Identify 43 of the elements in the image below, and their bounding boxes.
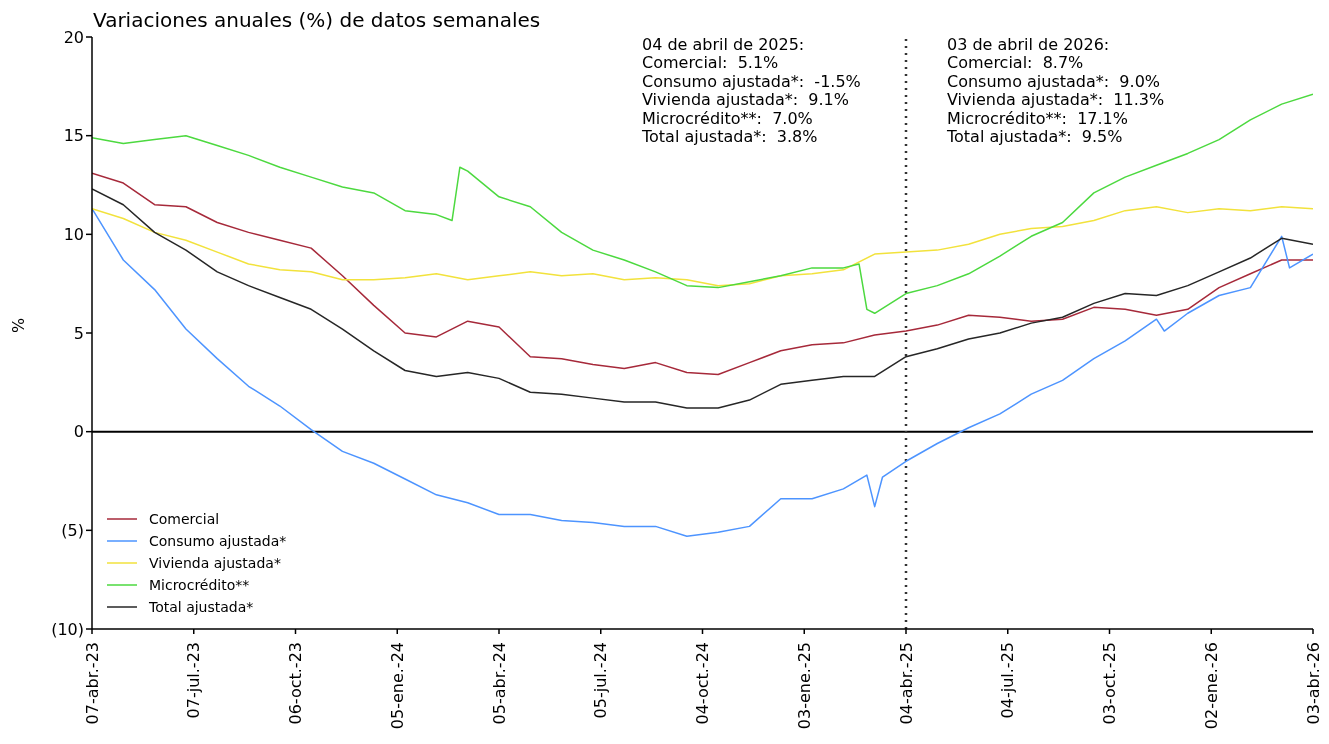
y-tick-label: 0 — [73, 422, 84, 442]
x-tick-label: 05-abr.-24 — [489, 642, 509, 725]
y-tick-label: 10 — [63, 225, 84, 245]
annotation: Total ajustada*: 3.8% — [642, 127, 819, 147]
legend-label: Vivienda ajustada* — [149, 555, 281, 571]
x-tick-label: 03-abr.-26 — [1303, 642, 1323, 725]
legend-label: Comercial — [149, 511, 220, 527]
x-tick-label: 05-ene.-24 — [387, 642, 407, 730]
x-tick-label: 04-abr.-25 — [896, 642, 916, 725]
y-tick-label: (5) — [61, 521, 84, 541]
annotation: Microcrédito**: 7.0% — [642, 108, 814, 129]
legend-label: Consumo ajustada* — [149, 533, 287, 549]
x-tick-label: 04-jul.-25 — [998, 642, 1018, 719]
x-tick-label: 03-oct.-25 — [1100, 642, 1119, 725]
line-series — [92, 205, 1313, 287]
annotation: Vivienda ajustada*: 11.3% — [947, 90, 1165, 110]
annotation: Consumo ajustada*: -1.5% — [642, 71, 861, 92]
x-tick-label: 06-oct.-23 — [286, 642, 305, 725]
y-tick-label: 15 — [63, 126, 84, 146]
x-tick-label: 05-jul.-24 — [591, 642, 611, 719]
line-series — [92, 188, 1313, 409]
line-series — [92, 172, 1313, 376]
y-tick-label: 5 — [73, 323, 84, 343]
annotation: Microcrédito**: 17.1% — [947, 108, 1129, 129]
annotation: 04 de abril de 2025: — [642, 35, 806, 55]
x-tick-label: 03-ene.-25 — [794, 642, 814, 730]
legend-label: Total ajustada* — [149, 599, 254, 615]
y-tick-label: (10) — [51, 619, 84, 639]
legend-label: Microcrédito** — [149, 577, 250, 593]
line-series — [92, 93, 1313, 315]
annotation: Vivienda ajustada*: 9.1% — [642, 90, 850, 110]
x-tick-label: 07-jul.-23 — [184, 642, 204, 719]
y-axis-title: % — [8, 317, 28, 333]
x-tick-label: 04-oct.-24 — [693, 642, 712, 725]
annotation: Consumo ajustada*: 9.0% — [947, 71, 1161, 92]
annotation: 03 de abril de 2026: — [947, 35, 1111, 55]
x-tick-label: 02-ene.-26 — [1201, 642, 1221, 730]
x-tick-label: 07-abr.-23 — [82, 642, 102, 725]
annotation: Comercial: 8.7% — [947, 53, 1085, 73]
chart-title: Variaciones anuales (%) de datos semanales — [93, 8, 541, 32]
annotation: Total ajustada*: 9.5% — [947, 127, 1124, 147]
annotation: Comercial: 5.1% — [642, 53, 780, 73]
y-tick-label: 20 — [63, 27, 84, 47]
